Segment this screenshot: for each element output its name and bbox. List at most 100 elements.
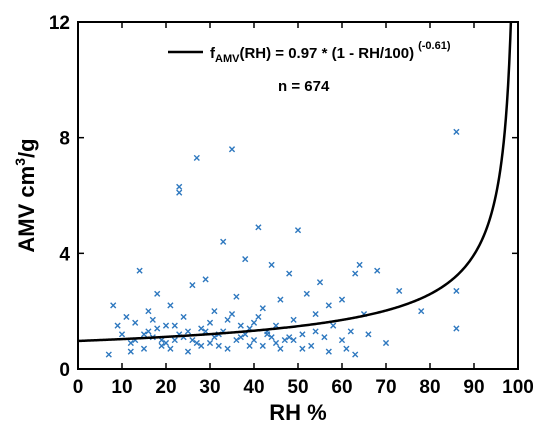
data-point: [127, 339, 134, 347]
data-point: [220, 238, 227, 245]
data-point: [453, 287, 460, 295]
data-point: [325, 302, 332, 309]
y-tick-label: 4: [59, 244, 70, 265]
x-tick-label: 20: [155, 377, 176, 398]
fit-curve: [77, 21, 513, 343]
x-tick-label: 70: [375, 377, 396, 398]
data-point: [299, 345, 306, 352]
data-point: [193, 154, 200, 162]
data-point: [321, 334, 328, 341]
data-point: [299, 331, 306, 338]
data-point: [352, 270, 359, 277]
data-point: [250, 336, 258, 344]
data-point: [233, 293, 240, 300]
data-point: [136, 267, 143, 274]
x-tick-label: 100: [502, 377, 534, 398]
data-point: [286, 334, 293, 341]
data-point: [308, 342, 315, 349]
x-tick-label: 0: [73, 377, 84, 398]
data-point: [325, 348, 332, 355]
plot-frame: [77, 21, 519, 370]
data-point: [268, 334, 275, 341]
y-axis-label-superscript: 3: [12, 158, 28, 166]
data-point: [242, 256, 249, 263]
data-points: [105, 128, 460, 358]
data-point: [338, 296, 346, 303]
data-point: [140, 331, 148, 338]
data-point: [171, 336, 178, 344]
data-point: [294, 227, 302, 234]
data-point: [290, 316, 297, 323]
data-point: [312, 328, 319, 335]
data-point: [277, 345, 284, 352]
data-point: [132, 319, 139, 326]
data-point: [162, 322, 170, 329]
data-point: [352, 351, 359, 358]
data-point: [215, 342, 222, 349]
data-point: [167, 302, 174, 309]
x-tick-label: 10: [111, 377, 132, 398]
data-point: [193, 339, 200, 347]
data-point: [382, 339, 390, 347]
data-point: [154, 325, 161, 332]
data-point: [272, 339, 280, 347]
data-point: [198, 342, 205, 349]
legend-main: (RH) = 0.97 * (1 - RH/100): [239, 45, 414, 62]
data-point: [211, 308, 218, 315]
x-tick-label: 50: [287, 377, 308, 398]
legend-prefix: f: [210, 45, 216, 62]
data-point: [347, 328, 354, 335]
data-point: [167, 345, 174, 352]
data-point: [250, 319, 258, 326]
data-point: [189, 336, 196, 344]
data-point: [145, 308, 152, 315]
data-point: [145, 328, 152, 335]
data-point: [202, 276, 209, 283]
data-point: [176, 183, 183, 190]
data-point: [286, 270, 293, 277]
data-point: [303, 290, 310, 297]
x-tick-label: 40: [243, 377, 264, 398]
y-tick-label: 0: [59, 360, 70, 381]
data-point: [171, 322, 178, 329]
data-point: [264, 331, 271, 338]
data-point: [224, 316, 231, 323]
data-point: [255, 313, 262, 321]
data-point: [176, 189, 183, 196]
sample-count: n = 674: [278, 78, 330, 95]
data-point: [255, 224, 262, 231]
data-point: [110, 302, 117, 309]
data-point: [418, 308, 425, 315]
data-point: [189, 282, 196, 289]
legend-subscript: AMV: [215, 53, 240, 65]
x-tick-label: 80: [419, 377, 440, 398]
axis-ticks: 0 10 20 30 40 50 60 70 80 90 100 0 4 8 12: [49, 13, 534, 398]
data-point: [158, 342, 165, 349]
data-point: [211, 334, 218, 341]
data-point: [259, 305, 266, 312]
y-tick-label: 8: [59, 129, 70, 150]
data-point: [453, 128, 460, 135]
x-tick-label: 60: [331, 377, 352, 398]
data-point: [224, 345, 231, 352]
y-tick-label: 12: [49, 13, 70, 34]
data-point: [374, 267, 381, 274]
y-axis-label-main: AMV cm: [14, 166, 39, 253]
data-point: [123, 313, 130, 321]
data-point: [237, 322, 244, 329]
data-point: [184, 348, 192, 355]
data-point: [290, 336, 297, 344]
data-point: [154, 290, 161, 297]
data-point: [356, 261, 363, 268]
data-point: [180, 313, 187, 321]
data-point: [118, 331, 126, 338]
data-point: [246, 342, 253, 349]
data-point: [281, 336, 288, 344]
data-point: [338, 336, 346, 344]
data-point: [365, 331, 372, 338]
data-point: [343, 345, 350, 352]
data-point: [453, 325, 460, 332]
data-point: [259, 342, 266, 349]
legend-superscript: (-0.61): [418, 40, 451, 52]
